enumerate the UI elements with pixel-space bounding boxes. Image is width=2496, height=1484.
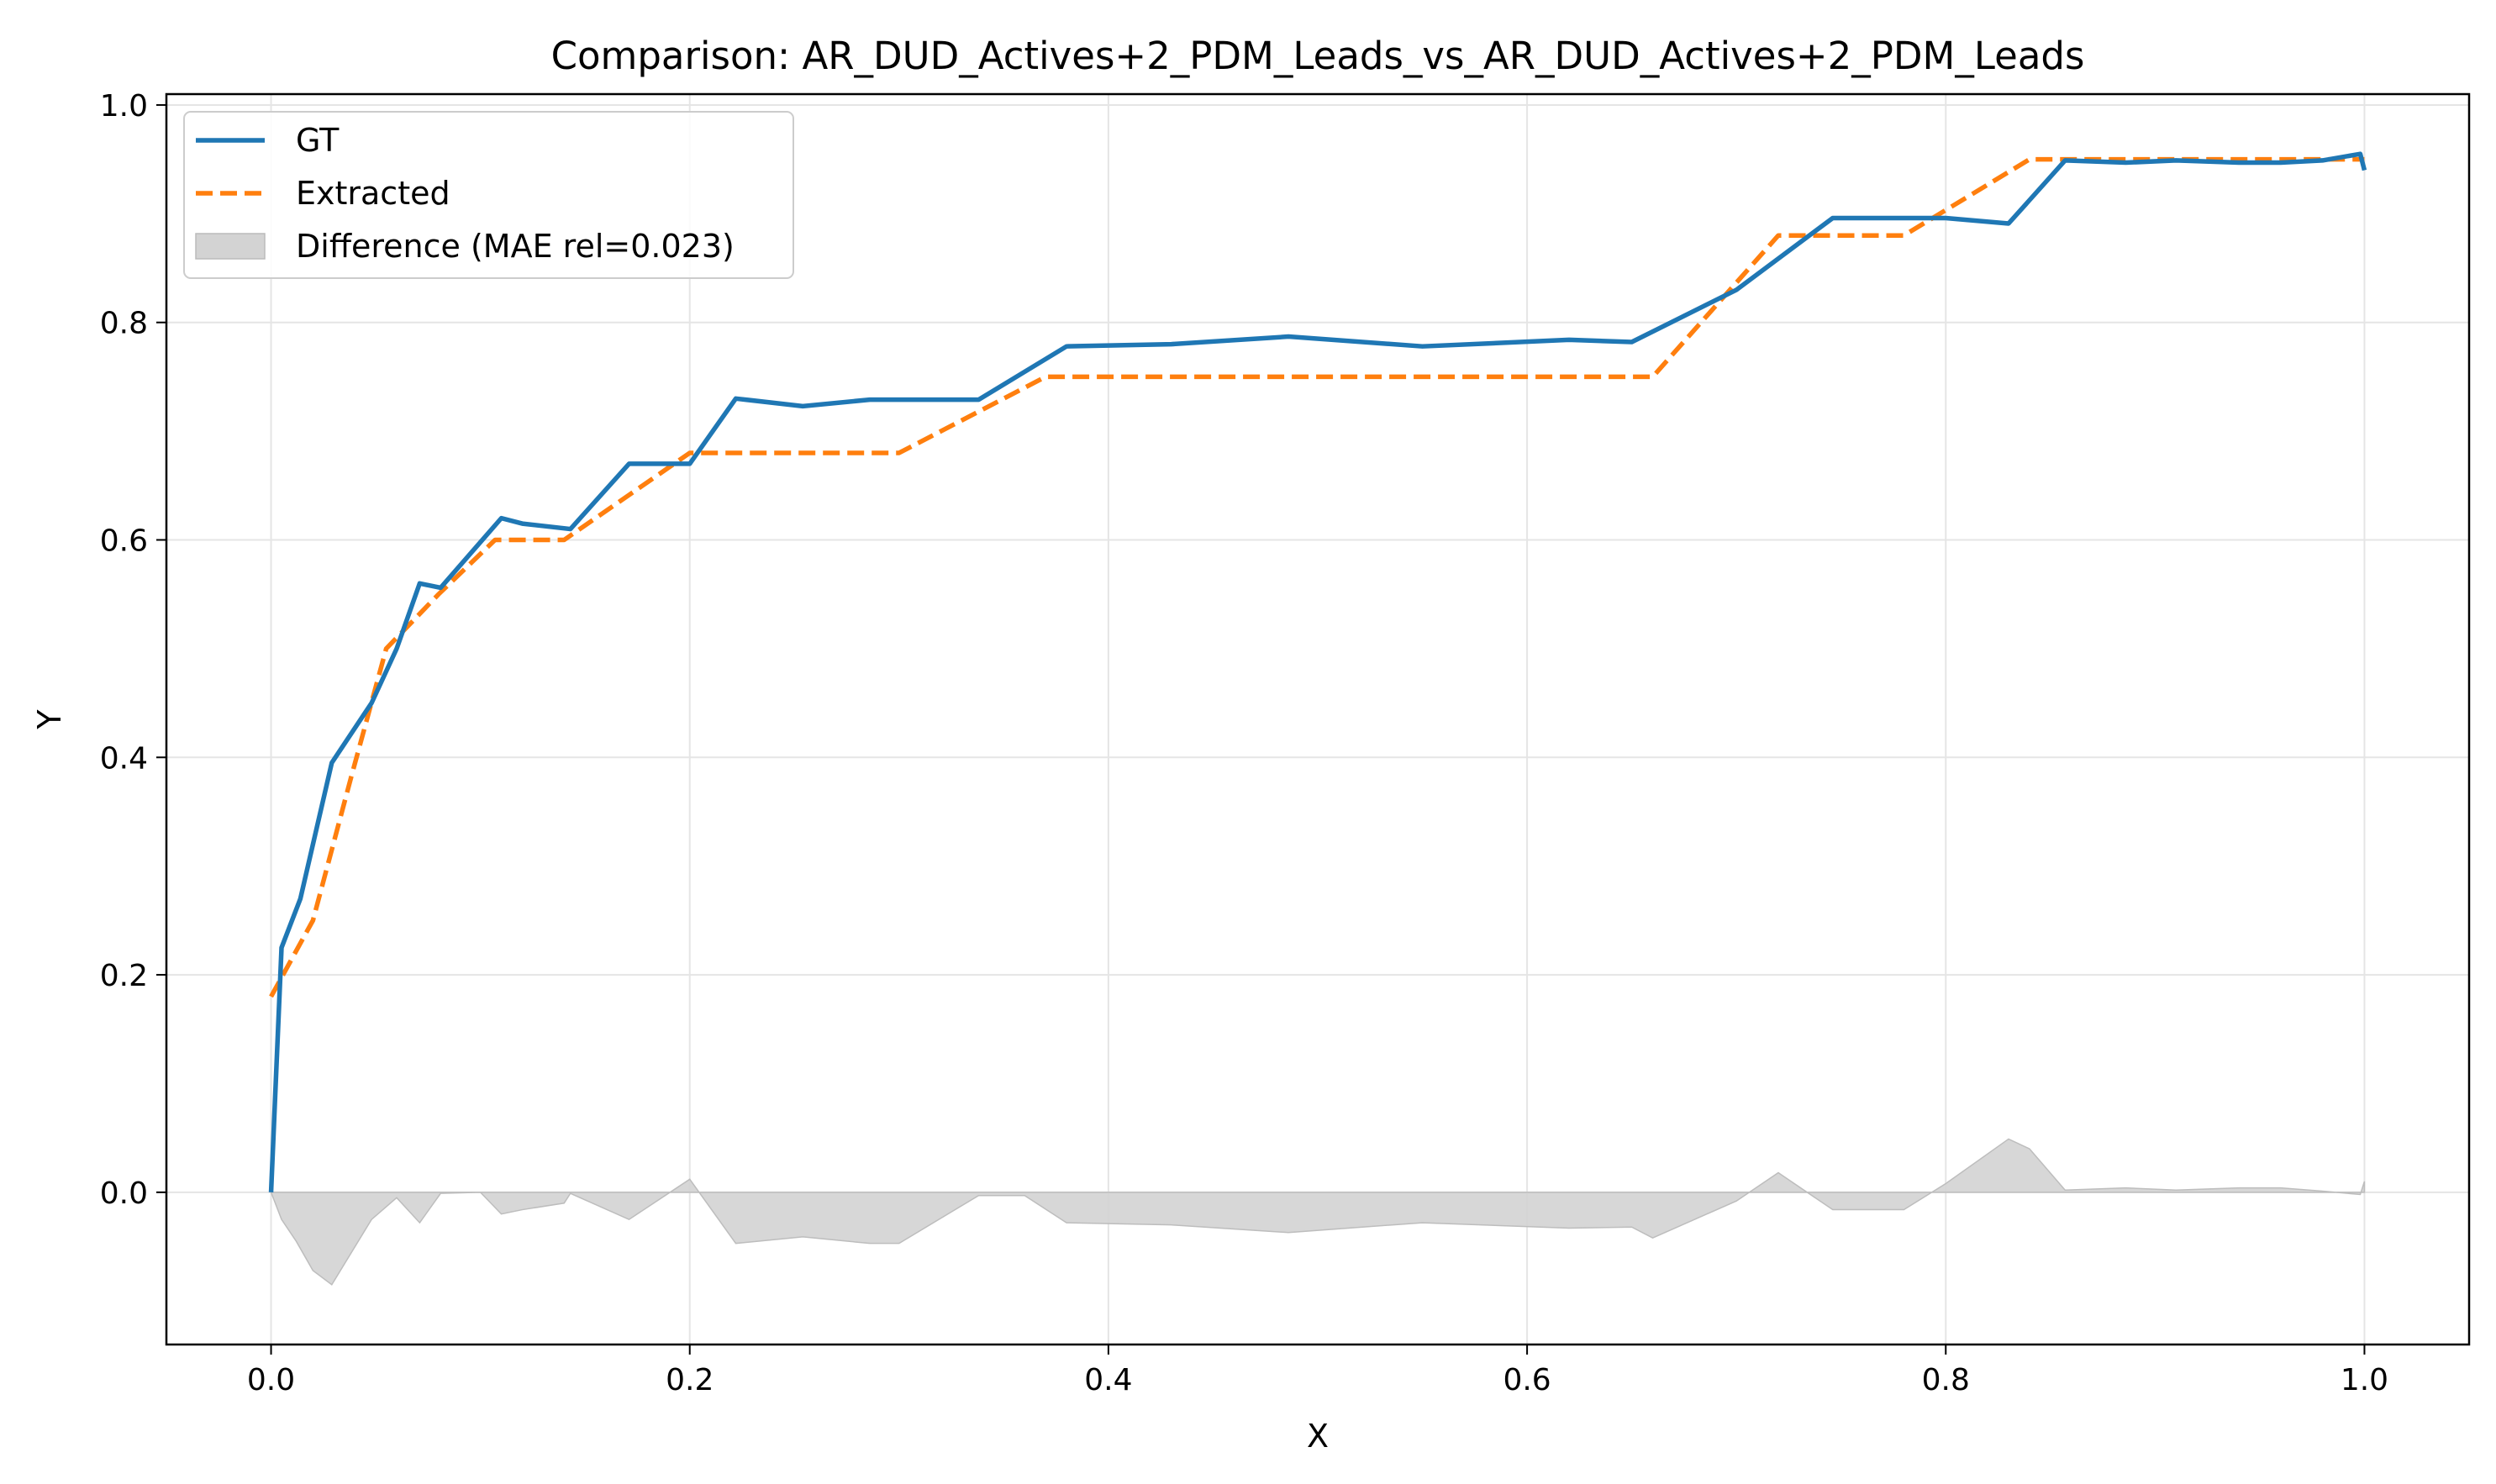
y-tick-label: 0.0 xyxy=(100,1176,148,1211)
plot-frame xyxy=(165,92,2471,1346)
difference-area-layer xyxy=(270,1138,2366,1286)
legend-difference-label: Difference (MAE rel=0.023) xyxy=(296,228,735,265)
y-tick-label: 0.4 xyxy=(100,741,148,776)
x-tick-label: 0.6 xyxy=(1503,1363,1551,1397)
difference-area xyxy=(270,1138,2366,1286)
y-tick-label: 0.8 xyxy=(100,307,148,341)
x-tick-label: 0.2 xyxy=(666,1363,714,1397)
legend-box xyxy=(183,111,794,279)
extracted-line xyxy=(269,156,2365,998)
y-tick-label: 0.6 xyxy=(100,524,148,559)
y-tick-label: 0.2 xyxy=(100,959,148,993)
y-tick-label: 1.0 xyxy=(100,89,148,124)
gt-line xyxy=(268,151,2367,1192)
legend-extracted-label: Extracted xyxy=(296,175,450,212)
legend-gt-label: GT xyxy=(296,122,340,159)
legend-difference-swatch xyxy=(195,233,266,260)
x-tick-label: 1.0 xyxy=(2341,1363,2388,1397)
x-tick-label: 0.0 xyxy=(247,1363,295,1397)
x-tick-label: 0.4 xyxy=(1084,1363,1132,1397)
y-axis-label: Y xyxy=(31,709,68,730)
x-tick-label: 0.8 xyxy=(1922,1363,1970,1397)
x-axis: 0.0 0.2 0.4 0.6 0.8 1.0 xyxy=(247,1345,2388,1397)
x-axis-label: X xyxy=(1307,1418,1329,1455)
legend: GT Extracted Difference (MAE rel=0.023) xyxy=(183,111,794,279)
y-axis: 0.0 0.2 0.4 0.6 0.8 1.0 xyxy=(100,89,166,1211)
series-layer xyxy=(268,151,2367,1192)
chart-title: Comparison: AR_DUD_Actives+2_PDM_Leads_v… xyxy=(551,34,2085,78)
